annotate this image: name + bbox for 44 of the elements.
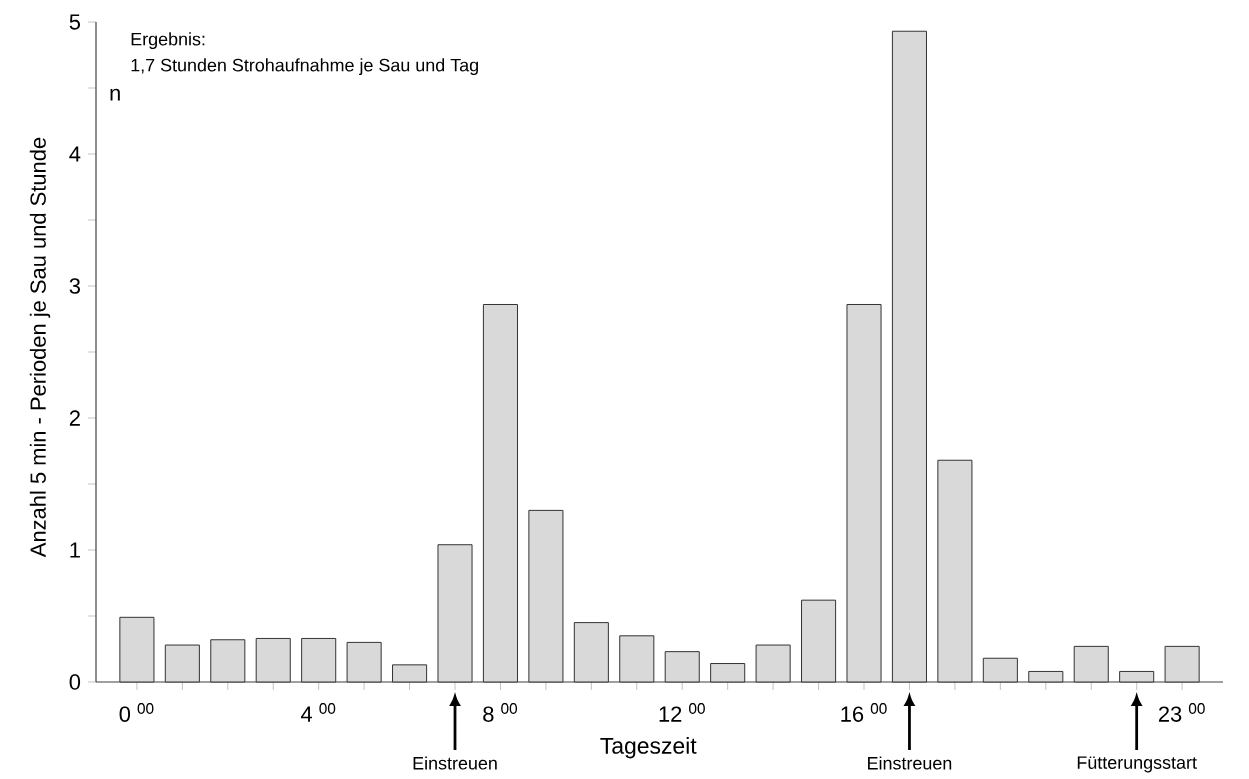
bar (437, 544, 473, 683)
bar (392, 664, 428, 683)
y-axis-title: Anzahl 5 min - Perioden je Sau und Stunde (29, 137, 51, 558)
bar (210, 639, 246, 683)
bar (482, 303, 518, 683)
bar (573, 622, 609, 683)
text: Fütterungsstart (1077, 756, 1197, 773)
x-tick-label: 4 $^{00}$ (301, 703, 336, 722)
x-tick-label: 23 $^{00}$ (1158, 703, 1205, 722)
y-tick-label: 2 (69, 410, 80, 426)
x-tick-label: 16 $^{00}$ (841, 703, 887, 722)
y-tick-label: 3 (69, 278, 80, 294)
bar (1119, 670, 1155, 683)
y-tick-label: 0 (69, 674, 81, 690)
x-axis-title: Tageszeit (600, 737, 697, 759)
annotation: Ergebnis: (131, 32, 205, 50)
bar (664, 651, 700, 683)
bar (528, 509, 564, 683)
bar (937, 459, 973, 683)
bar (164, 644, 200, 683)
bar (710, 663, 746, 683)
x-tick-label: 0 $^{00}$ (119, 703, 154, 722)
bar (801, 599, 837, 683)
bar (255, 637, 291, 683)
bar (1164, 645, 1200, 683)
annotation: 1,7 Stunden Strohaufnahme je Sau und Tag (131, 58, 478, 76)
bar (619, 635, 655, 683)
bar (755, 644, 791, 683)
bar (846, 303, 882, 683)
text: Einstreuen (413, 756, 497, 770)
bar (346, 641, 382, 683)
bar (891, 30, 927, 683)
annotation: n (110, 88, 120, 101)
x-tick-label: 8 $^{00}$ (483, 703, 518, 722)
bar (1028, 670, 1064, 683)
bar (1073, 645, 1109, 683)
bar (119, 616, 155, 683)
bar (301, 637, 337, 683)
y-tick-label: 5 (69, 14, 81, 30)
bar (982, 657, 1018, 683)
y-tick-label: 1 (70, 542, 80, 558)
x-tick-label: 12 $^{00}$ (659, 703, 705, 722)
text: Einstreuen (868, 756, 952, 770)
y-tick-label: 4 (69, 146, 81, 162)
